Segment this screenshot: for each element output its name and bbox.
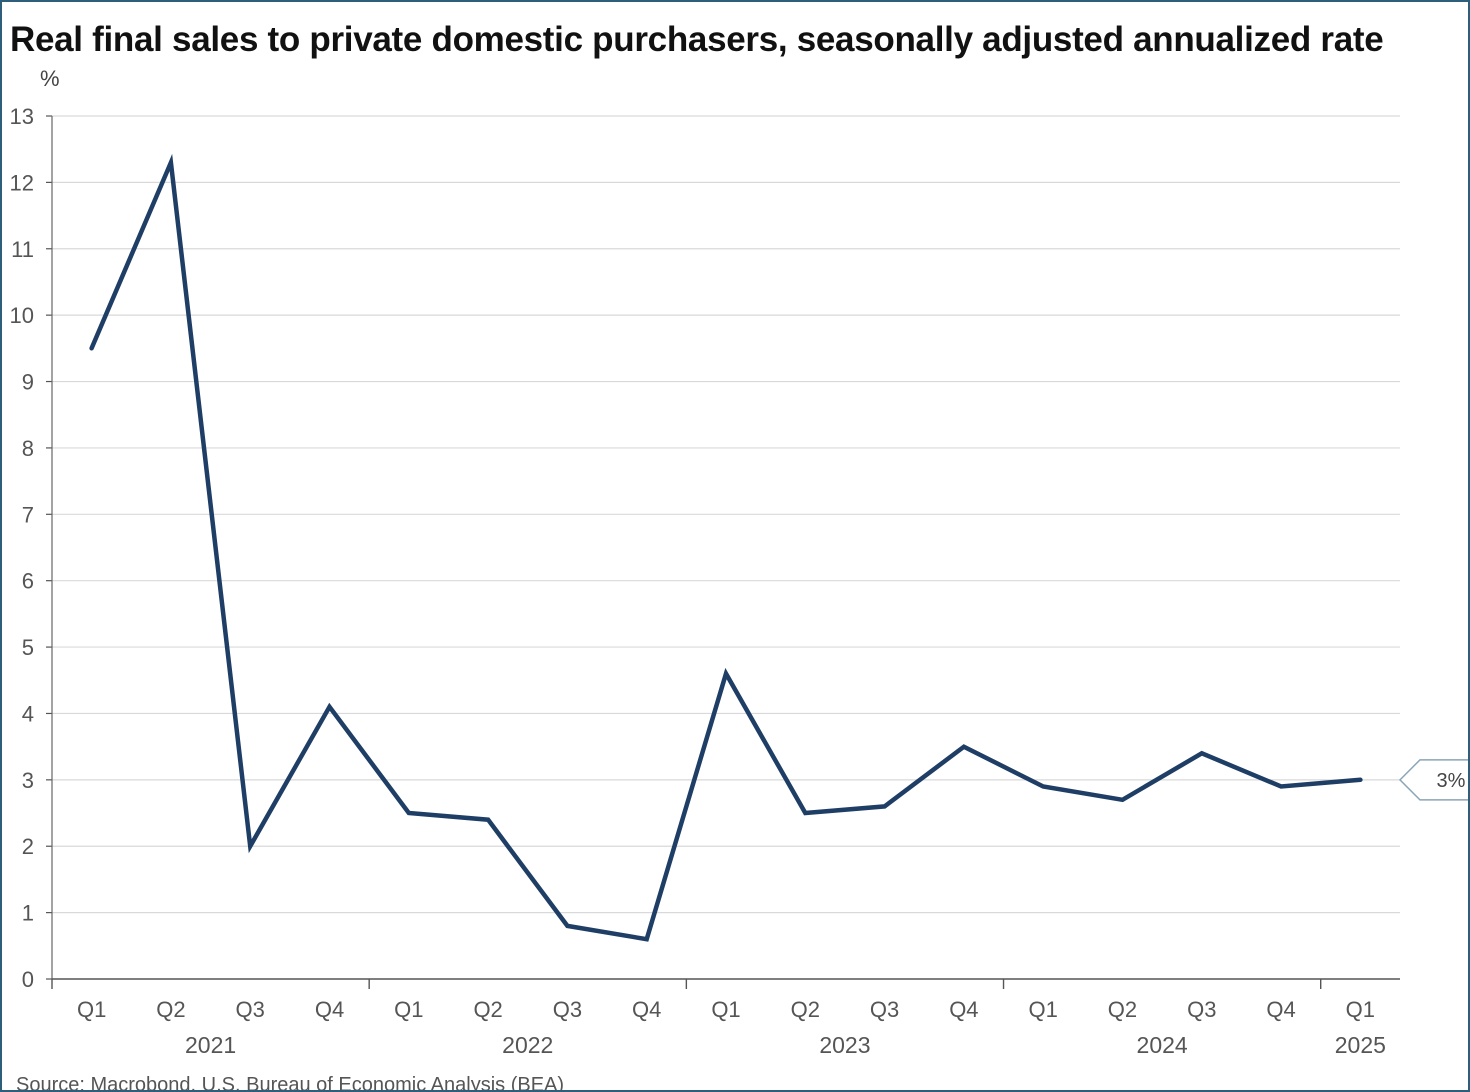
x-tick-label: Q3	[1187, 997, 1216, 1022]
x-tick-label: Q2	[1108, 997, 1137, 1022]
x-tick-label: Q4	[632, 997, 661, 1022]
year-label: 2025	[1335, 1032, 1386, 1058]
x-tick-label: Q1	[1028, 997, 1057, 1022]
last-value-callout	[1398, 759, 1468, 801]
y-tick-label: 11	[11, 237, 34, 262]
y-tick-label: 10	[10, 303, 34, 328]
year-label: 2021	[185, 1032, 236, 1058]
y-tick-label: 2	[22, 834, 34, 859]
x-tick-label: Q3	[553, 997, 582, 1022]
y-tick-label: 13	[10, 104, 34, 129]
y-tick-label: 9	[22, 370, 34, 395]
chart-title: Real final sales to private domestic pur…	[10, 20, 1384, 59]
year-label: 2024	[1137, 1032, 1188, 1058]
x-tick-label: Q4	[949, 997, 978, 1022]
y-tick-label: 1	[22, 901, 34, 926]
last-value-label: 3%	[1437, 770, 1466, 792]
x-tick-label: Q1	[711, 997, 740, 1022]
x-tick-label: Q4	[315, 997, 344, 1022]
y-tick-label: 5	[22, 635, 34, 660]
x-tick-label: Q3	[236, 997, 265, 1022]
y-tick-label: 4	[22, 701, 34, 726]
y-tick-label: 12	[10, 170, 34, 195]
x-tick-label: Q3	[870, 997, 899, 1022]
x-tick-label: Q4	[1266, 997, 1295, 1022]
y-axis-unit: %	[40, 66, 60, 91]
x-tick-label: Q1	[1346, 997, 1375, 1022]
series-line	[89, 153, 1363, 942]
y-tick-label: 3	[22, 768, 34, 793]
x-tick-label: Q2	[791, 997, 820, 1022]
y-tick-label: 7	[22, 502, 34, 527]
x-tick-label: Q2	[156, 997, 185, 1022]
year-label: 2022	[502, 1032, 553, 1058]
year-label: 2023	[819, 1032, 870, 1058]
x-tick-label: Q1	[77, 997, 106, 1022]
source-note: Source: Macrobond, U.S. Bureau of Econom…	[16, 1074, 565, 1092]
y-tick-label: 8	[22, 436, 34, 461]
x-tick-label: Q2	[473, 997, 502, 1022]
y-tick-label: 6	[22, 569, 34, 594]
x-tick-label: Q1	[394, 997, 423, 1022]
y-tick-label: 0	[22, 967, 34, 992]
